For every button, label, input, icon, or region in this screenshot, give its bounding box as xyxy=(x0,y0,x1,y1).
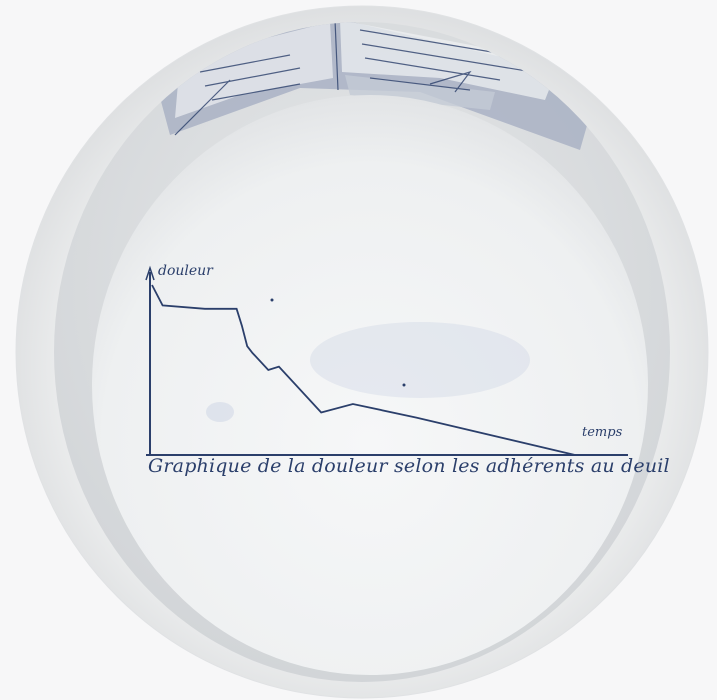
chart-y-axis-label: douleur xyxy=(158,263,213,279)
ink-dot xyxy=(270,298,274,302)
glaze-speckle xyxy=(310,322,530,398)
chart-title: Graphique de la douleur selon les adhére… xyxy=(148,455,670,477)
chart-x-axis-label: temps xyxy=(582,425,623,440)
chart-pain-line xyxy=(151,284,576,456)
chart-y-axis-arrow xyxy=(145,265,155,281)
printed-band xyxy=(150,22,600,150)
chart-plot xyxy=(145,265,628,456)
ink-dot xyxy=(402,383,406,387)
bowl-floor xyxy=(92,95,648,675)
glaze-speckle-small xyxy=(206,402,234,422)
